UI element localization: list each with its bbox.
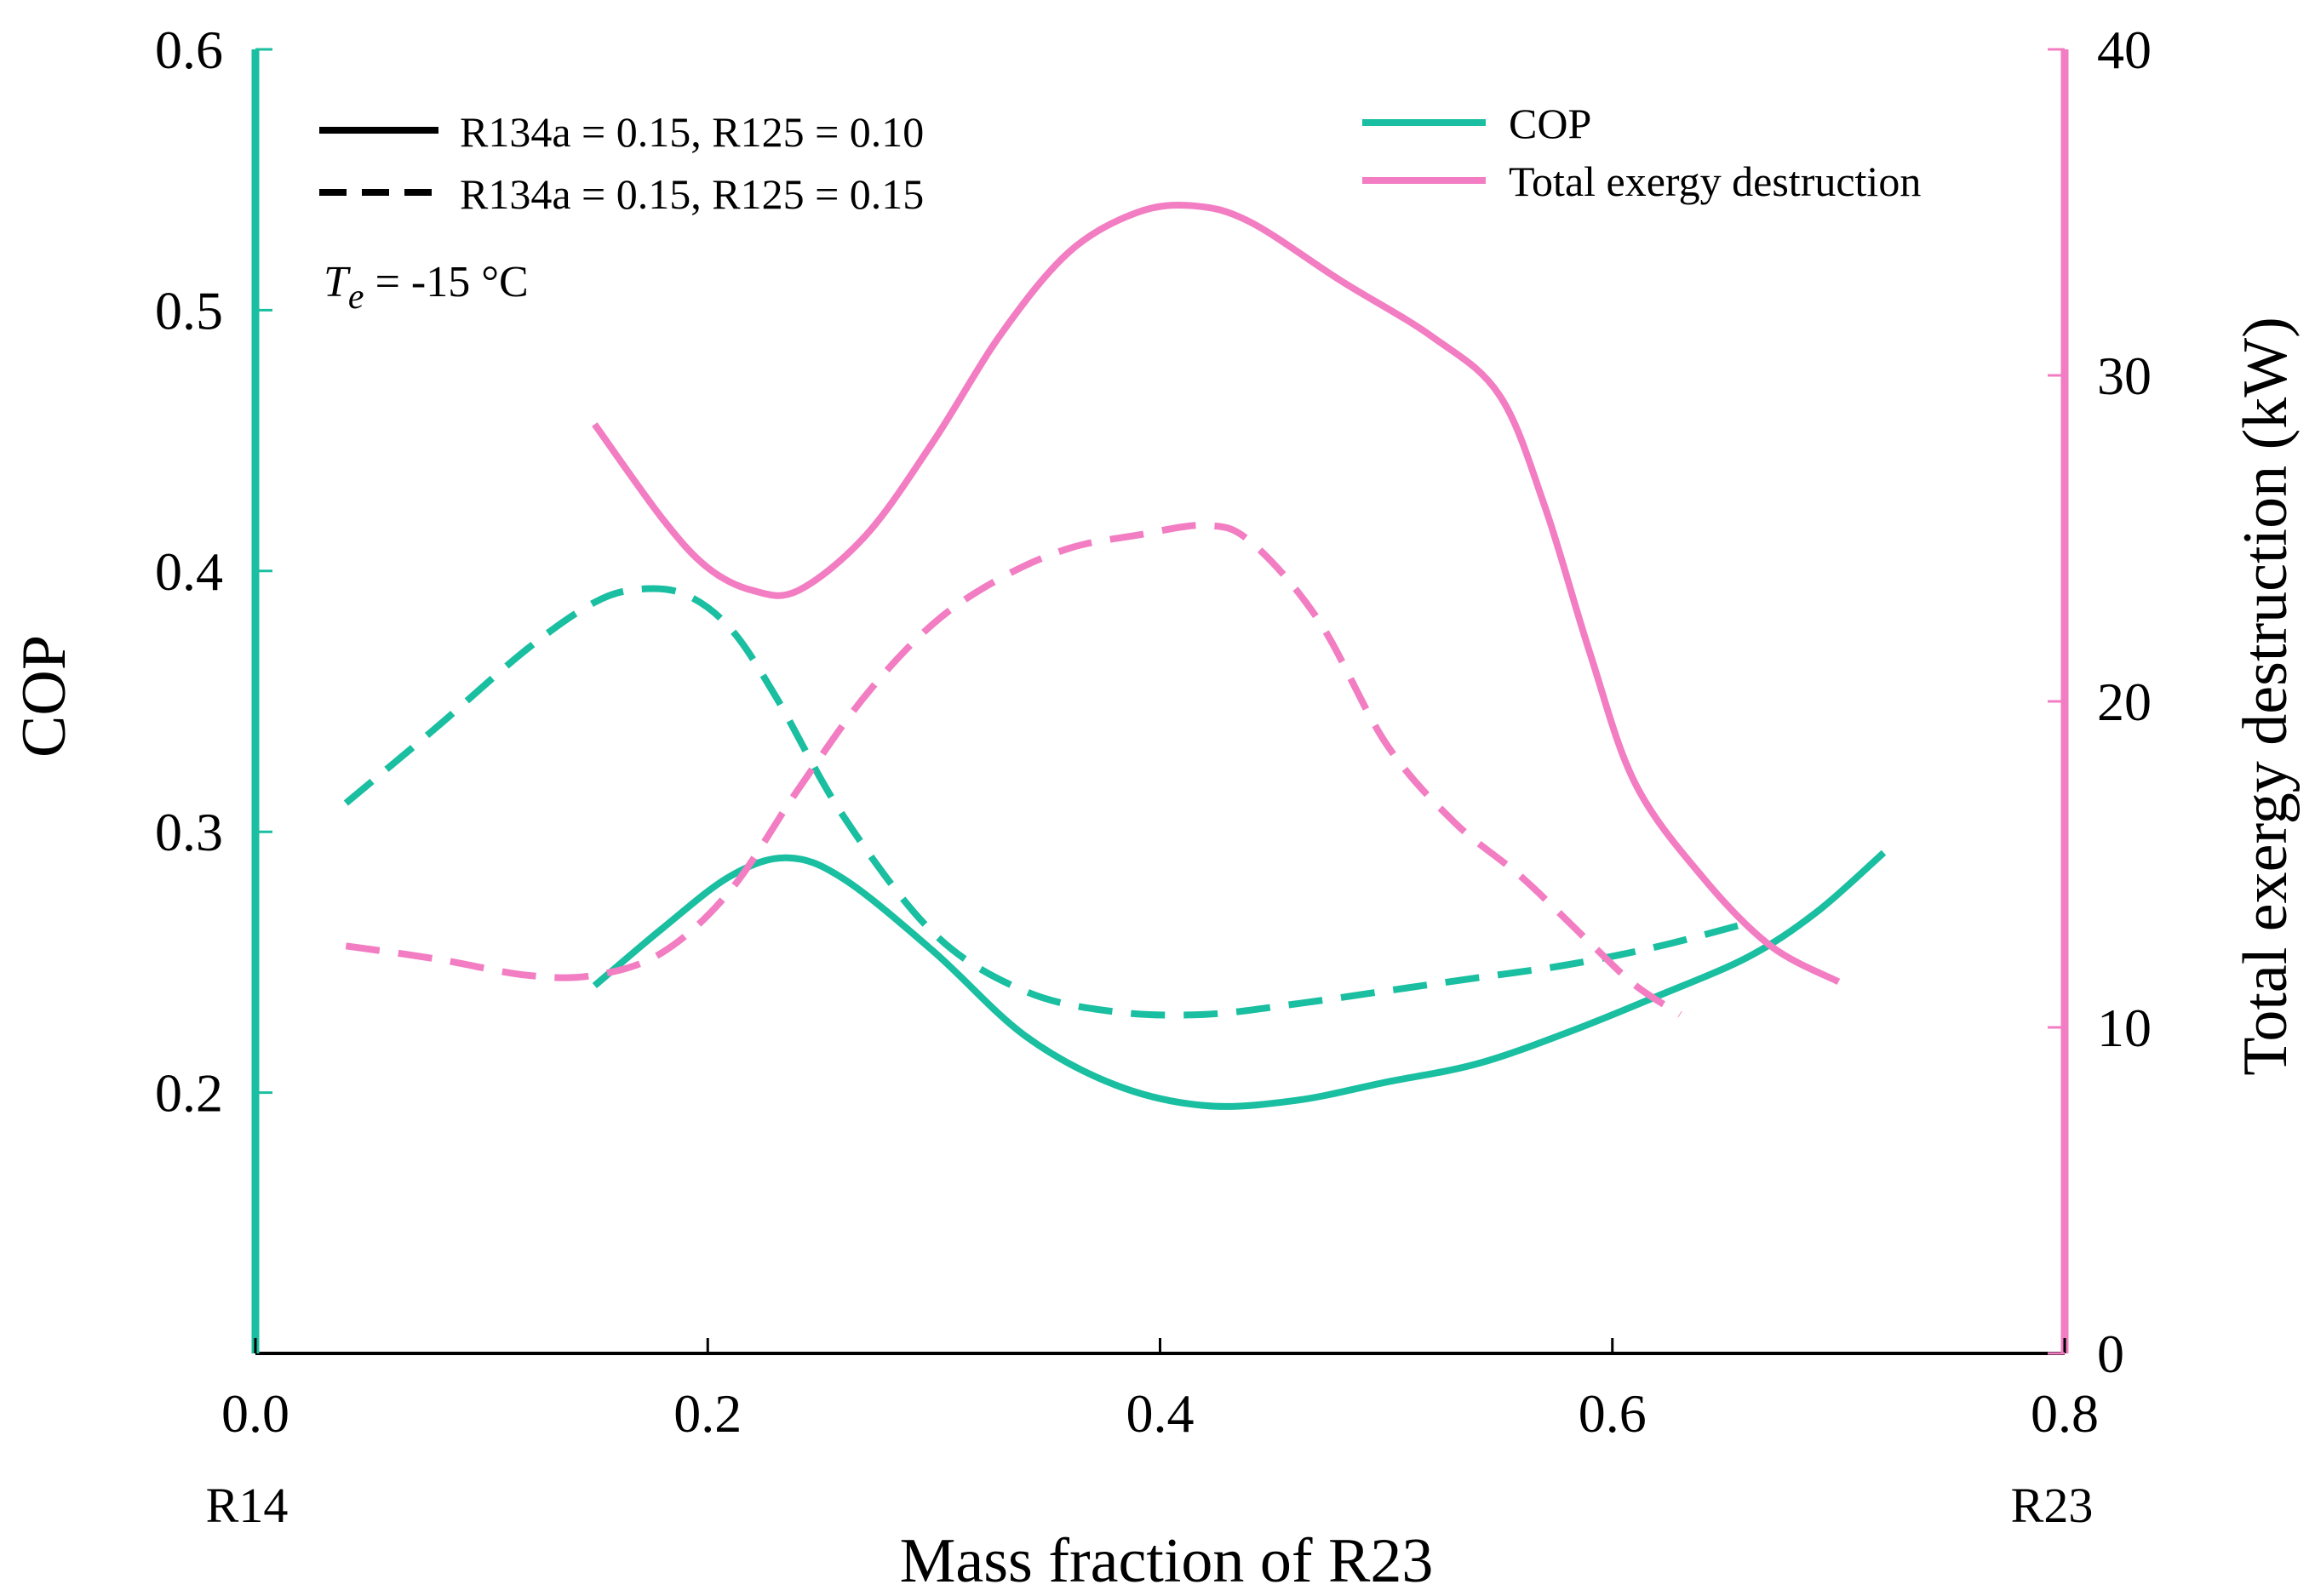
legend-linestyle: R134a = 0.15, R125 = 0.10 R134a = 0.15, … (319, 108, 924, 218)
legend-color: COP Total exergy destruction (1362, 100, 1921, 205)
y-axis-title-left: COP (9, 635, 79, 758)
y-right-tick-label-1: 10 (2097, 998, 2152, 1058)
ticks-layer: 0.0 0.2 0.4 0.6 0.8 0.2 0.3 0.4 0.5 0.6 0 10 20 30 40 (155, 20, 2152, 1444)
y-left-tick-label-2: 0.4 (155, 541, 223, 602)
y-left-tick-label-3: 0.5 (155, 280, 223, 340)
x-end-label-right: R23 (2011, 1478, 2094, 1533)
x-tick-label-3: 0.6 (1579, 1383, 1647, 1444)
annotation-rest: = -15 °C (364, 258, 529, 306)
legend-linestyle-label-1: R134a = 0.15, R125 = 0.10 (460, 108, 924, 156)
evaporator-temperature-annotation: Te = -15 °C (324, 258, 529, 317)
series-layer (343, 201, 1887, 1110)
annotation-subscript: e (348, 277, 364, 317)
y-left-tick-label-1: 0.3 (155, 802, 223, 862)
series-line-2 (343, 585, 1750, 1019)
axes-layer (251, 49, 2069, 1355)
y-axis-title-right: Total exergy destruction (kW) (2231, 317, 2301, 1075)
x-tick-label-0: 0.0 (221, 1383, 289, 1444)
y-right-tick-label-0: 0 (2097, 1324, 2124, 1384)
legend-cop-label: COP (1509, 100, 1591, 147)
x-tick-label-4: 0.8 (2031, 1383, 2099, 1444)
y-right-tick-label-2: 20 (2097, 672, 2152, 732)
annotation-symbol: T (324, 258, 351, 306)
series-line-4 (345, 522, 1682, 1018)
legend-exergy-label: Total exergy destruction (1509, 157, 1921, 205)
y-right-tick-label-3: 30 (2097, 346, 2152, 406)
series-line-3 (592, 201, 1841, 985)
x-end-label-left: R14 (206, 1478, 289, 1533)
y-left-tick-label-0: 0.2 (155, 1063, 223, 1124)
y-right-tick-label-4: 40 (2097, 20, 2152, 80)
x-axis-title: Mass fraction of R23 (900, 1526, 1434, 1596)
series-line-1 (592, 849, 1887, 1110)
x-tick-label-2: 0.4 (1126, 1383, 1195, 1444)
x-tick-label-1: 0.2 (673, 1383, 742, 1444)
y-left-tick-label-4: 0.6 (155, 20, 223, 80)
legend-linestyle-label-2: R134a = 0.15, R125 = 0.15 (460, 170, 924, 218)
